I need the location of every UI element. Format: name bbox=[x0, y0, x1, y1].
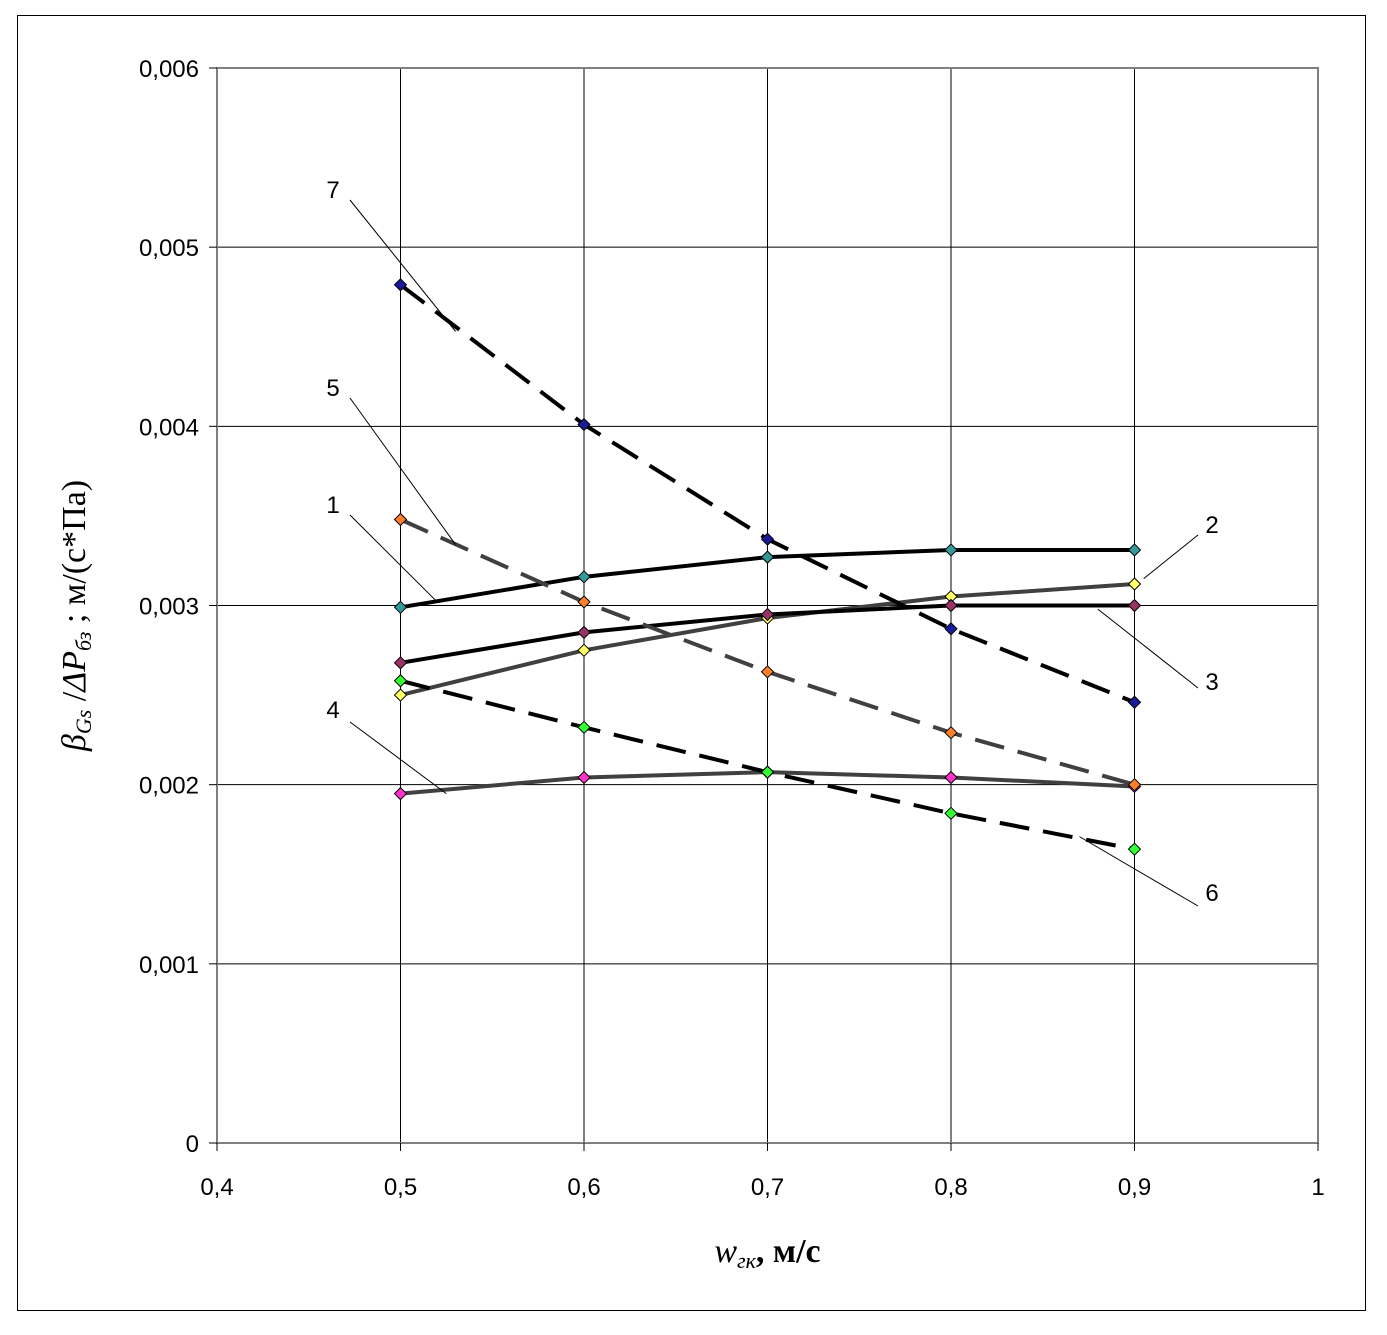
x-axis-symbol: w bbox=[714, 1233, 737, 1270]
x-tick-label: 0,9 bbox=[1118, 1174, 1151, 1201]
data-point-3 bbox=[1127, 598, 1142, 613]
callout-leader-1 bbox=[349, 514, 438, 603]
data-point-2 bbox=[577, 643, 591, 657]
data-point-3 bbox=[760, 607, 775, 622]
y-axis-title: βGs /ΔPбз ; м/(с*Па) bbox=[56, 480, 96, 752]
data-point-7 bbox=[393, 278, 408, 292]
callout-leader-3 bbox=[1097, 608, 1199, 689]
data-point-1 bbox=[1127, 543, 1142, 557]
callout-label-2: 2 bbox=[1205, 512, 1218, 539]
callout-label-3: 3 bbox=[1205, 669, 1218, 696]
axes: 0 0,001 0,002 0,003 0,004 0,005 0,006 0,4 0,5 0,6… bbox=[139, 56, 1325, 1201]
grid bbox=[217, 68, 1318, 1143]
x-axis-unit: , м/с bbox=[756, 1233, 821, 1270]
y-tick-label: 0,005 bbox=[139, 235, 199, 262]
y-tick-label: 0,003 bbox=[139, 594, 199, 621]
data-point-7 bbox=[577, 417, 591, 432]
callout-leader-4 bbox=[349, 721, 447, 795]
data-point-3 bbox=[577, 625, 591, 640]
data-point-7 bbox=[944, 622, 958, 636]
data-point-4 bbox=[944, 770, 958, 785]
callout-label-7: 7 bbox=[326, 177, 339, 204]
data-point-2 bbox=[1127, 577, 1142, 591]
data-point-1 bbox=[760, 550, 775, 564]
data-point-5 bbox=[577, 595, 591, 609]
data-point-4 bbox=[393, 786, 408, 801]
callout-label-6: 6 bbox=[1205, 880, 1218, 907]
callout-leader-2 bbox=[1143, 534, 1199, 580]
data-point-7 bbox=[1127, 695, 1142, 709]
data-point-6 bbox=[944, 806, 958, 821]
data-point-1 bbox=[944, 543, 958, 557]
callout-label-4: 4 bbox=[326, 697, 339, 724]
data-point-1 bbox=[393, 600, 408, 614]
y-axis-separator: / bbox=[56, 691, 93, 710]
x-tick-label: 0,4 bbox=[200, 1174, 233, 1201]
x-tick-label: 0,8 bbox=[934, 1174, 967, 1201]
y-axis-symbol1: β bbox=[56, 734, 93, 752]
data-point-5 bbox=[393, 512, 408, 527]
data-point-6 bbox=[393, 674, 408, 688]
callout-leader-5 bbox=[349, 397, 456, 545]
y-tick-label: 0,006 bbox=[139, 56, 199, 83]
callouts-group: 1 2 3 4 5 6 7 bbox=[326, 177, 1218, 907]
data-point-6 bbox=[577, 720, 591, 735]
data-point-6 bbox=[760, 765, 775, 779]
x-axis-subscript: гк bbox=[737, 1248, 757, 1273]
y-axis-subscript2: бз bbox=[71, 632, 96, 651]
y-axis-symbol2: ΔP bbox=[56, 651, 93, 694]
x-tick-label: 0,5 bbox=[384, 1174, 417, 1201]
y-tick-label: 0,002 bbox=[139, 773, 199, 800]
callout-leader-6 bbox=[1079, 836, 1199, 907]
data-point-1 bbox=[577, 570, 591, 584]
chart-frame bbox=[17, 15, 1366, 1311]
callout-label-1: 1 bbox=[326, 492, 339, 519]
y-axis-unit: ; м/(с*Па) bbox=[56, 480, 93, 632]
callout-label-5: 5 bbox=[326, 375, 339, 402]
x-tick-label: 1 bbox=[1311, 1174, 1324, 1201]
y-axis-subscript1: Gs bbox=[71, 710, 96, 734]
y-tick-label: 0,001 bbox=[139, 952, 199, 979]
callout-leader-7 bbox=[349, 199, 456, 332]
data-point-5 bbox=[944, 726, 958, 740]
y-tick-label: 0,004 bbox=[139, 414, 199, 441]
data-point-3 bbox=[944, 598, 958, 613]
data-point-2 bbox=[393, 688, 408, 702]
data-point-6 bbox=[1127, 842, 1142, 856]
y-tick-label: 0 bbox=[186, 1131, 199, 1158]
data-point-5 bbox=[760, 665, 775, 679]
x-tick-label: 0,6 bbox=[567, 1174, 600, 1201]
data-point-3 bbox=[393, 656, 408, 670]
data-point-7 bbox=[760, 532, 775, 546]
data-point-5 bbox=[1127, 777, 1142, 792]
x-tick-label: 0,7 bbox=[751, 1174, 784, 1201]
series-group bbox=[393, 278, 1142, 856]
data-point-4 bbox=[577, 770, 591, 785]
x-axis-title: wгк, м/с bbox=[714, 1233, 820, 1273]
